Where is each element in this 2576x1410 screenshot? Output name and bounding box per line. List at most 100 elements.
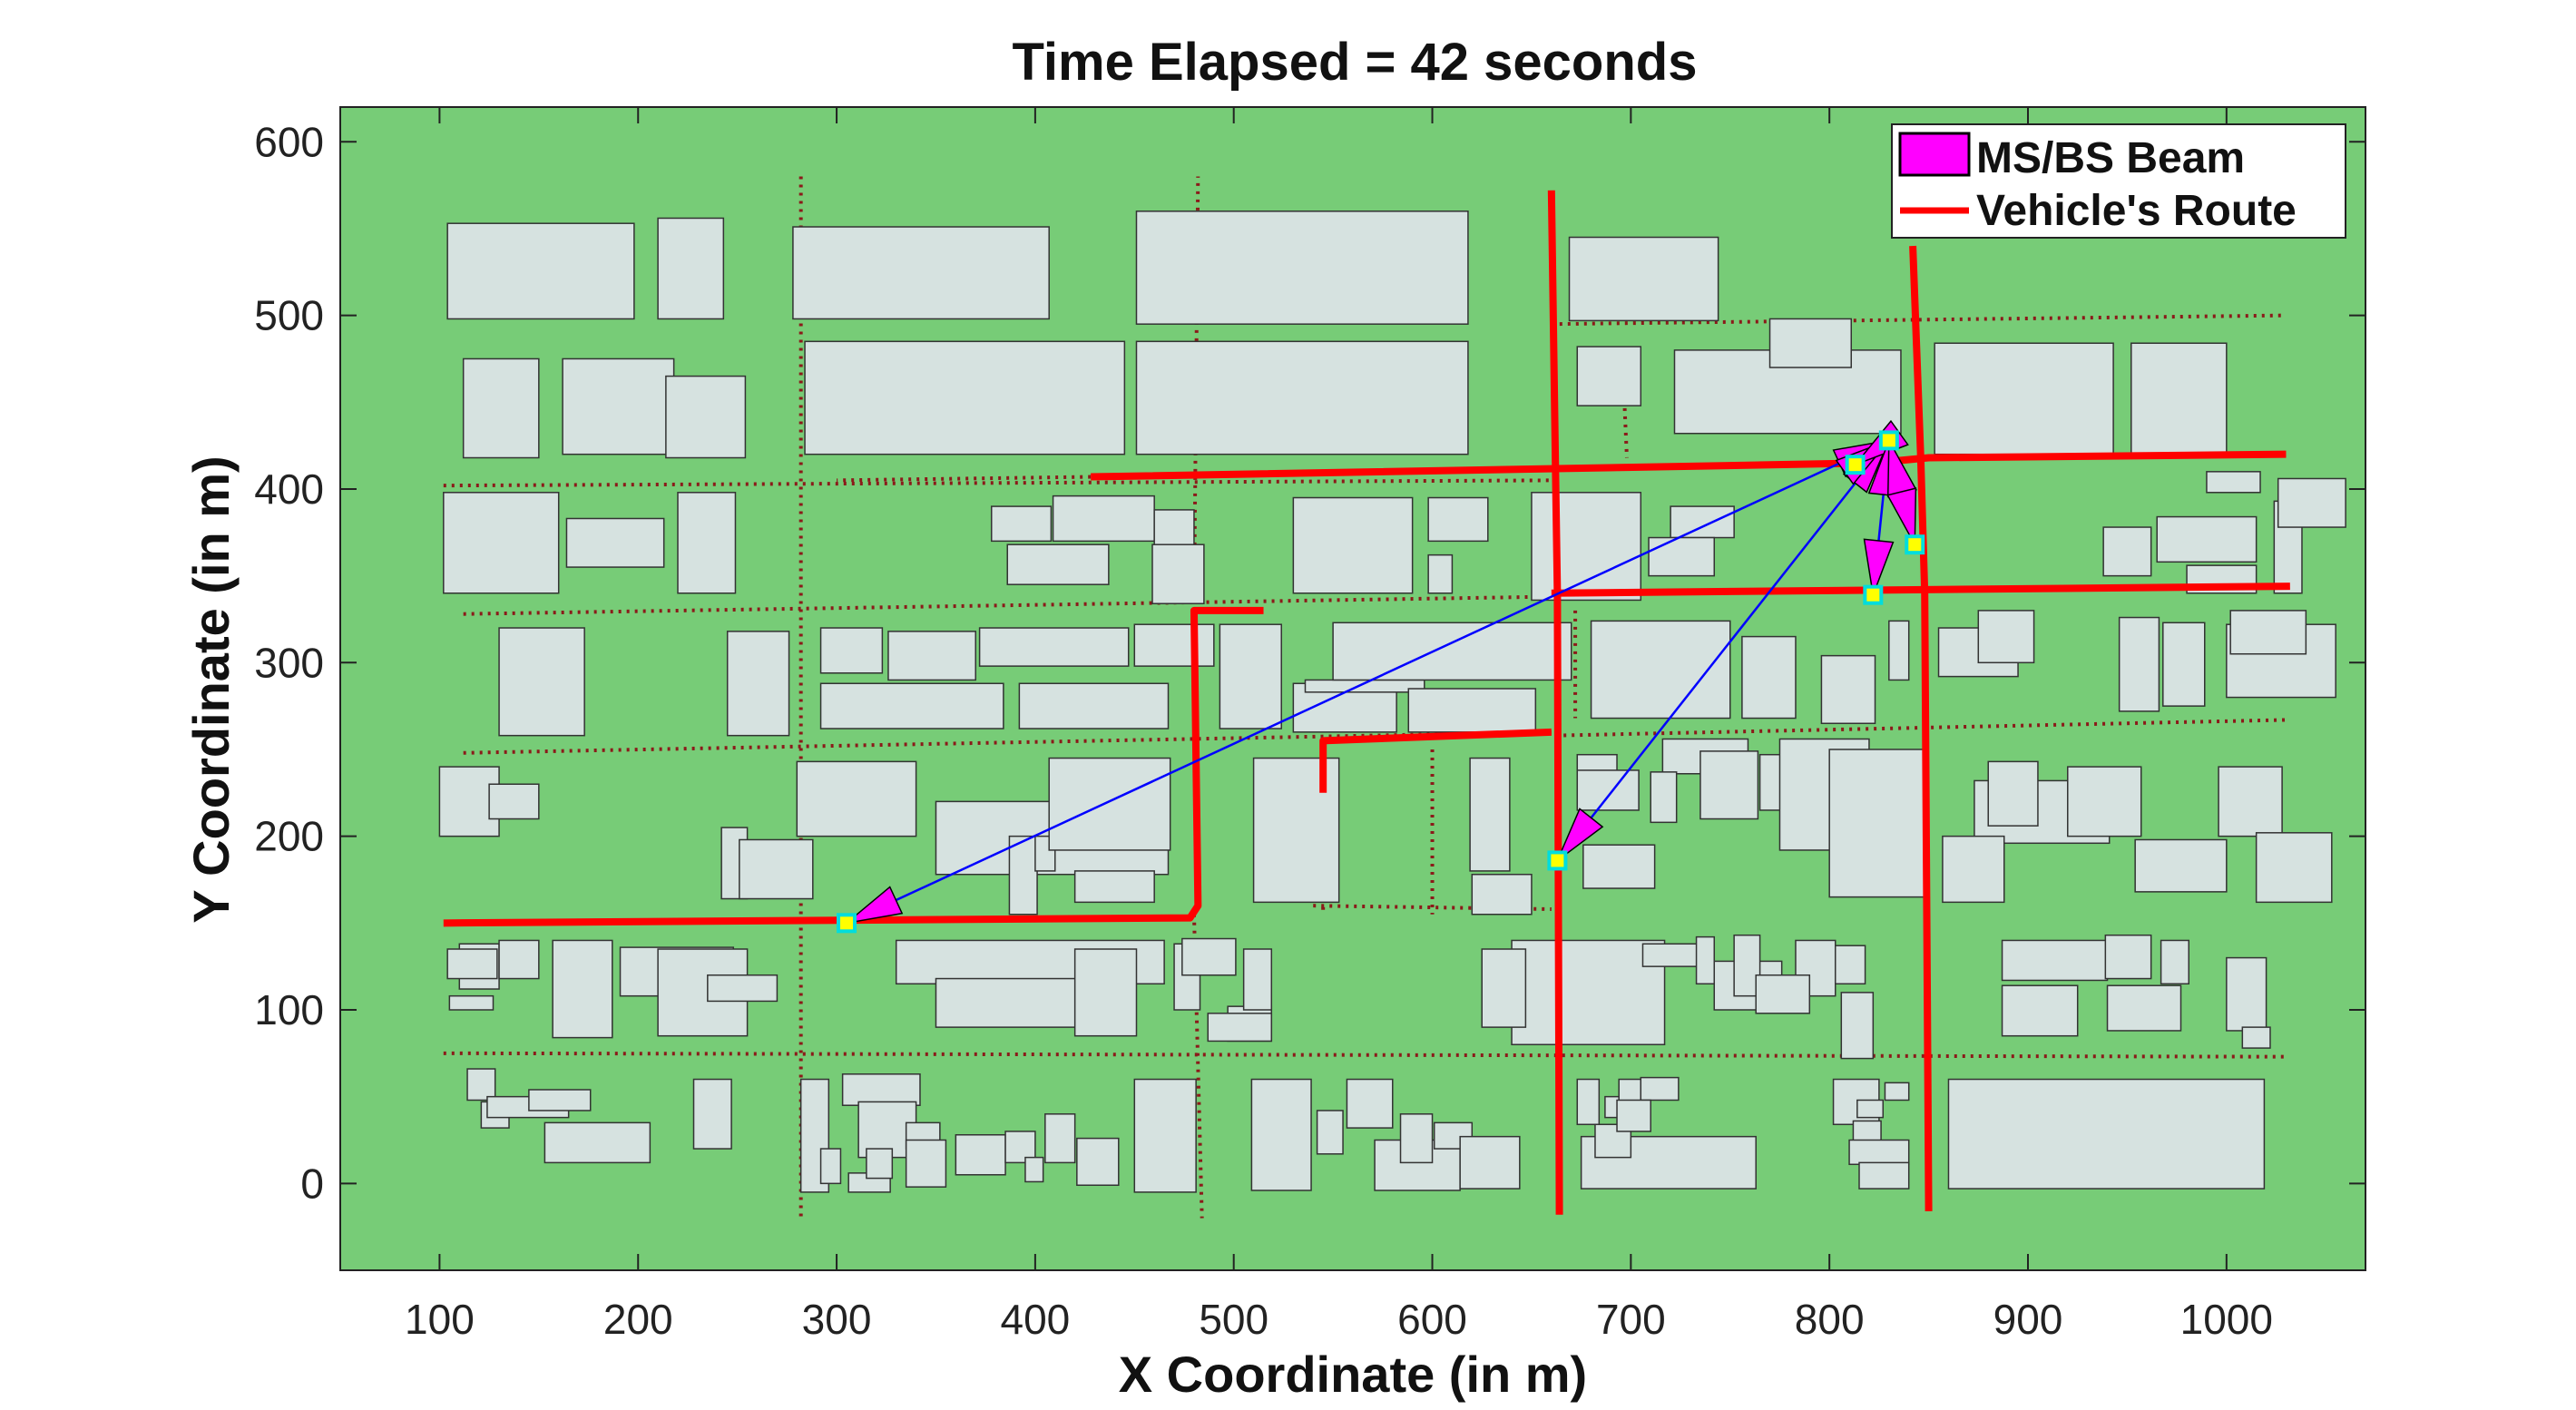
building xyxy=(448,994,495,1011)
building xyxy=(1640,1076,1680,1102)
building xyxy=(2206,471,2261,494)
building xyxy=(1427,553,1454,594)
building xyxy=(2226,956,2267,1032)
building xyxy=(1004,1131,1036,1164)
vehicle-route xyxy=(1909,245,1933,1211)
building xyxy=(887,631,976,681)
legend-beam-label: MS/BS Beam xyxy=(1976,134,2245,182)
building xyxy=(1407,688,1537,733)
building xyxy=(2277,477,2346,528)
mobile-station xyxy=(837,913,857,934)
building xyxy=(1073,948,1138,1037)
building xyxy=(819,682,1004,729)
dotted-road xyxy=(1621,367,1629,458)
vehicle-route xyxy=(1547,190,1563,1215)
mobile-station xyxy=(1547,850,1568,871)
building xyxy=(2162,622,2206,707)
mobile-station xyxy=(1905,534,1925,555)
building xyxy=(819,1148,842,1185)
building xyxy=(2156,515,2258,563)
building xyxy=(819,627,884,674)
building xyxy=(2241,1026,2271,1049)
building xyxy=(1018,682,1170,729)
building xyxy=(1531,492,1642,602)
building xyxy=(1511,939,1666,1046)
building xyxy=(528,1089,592,1111)
vehicle-route xyxy=(1319,728,1552,793)
y-tick-label: 500 xyxy=(254,292,324,339)
beam-link xyxy=(1556,439,1890,862)
building xyxy=(498,939,540,980)
building xyxy=(446,222,635,320)
building xyxy=(665,375,747,459)
building xyxy=(1242,948,1273,1011)
ms-beam xyxy=(1555,808,1604,863)
building xyxy=(1576,346,1642,406)
building xyxy=(1133,623,1215,667)
building xyxy=(1151,543,1205,604)
x-axis-ticks: 100 200 300 400 500 600 700 800 900 1000 xyxy=(405,107,2273,1343)
building xyxy=(1207,1013,1273,1043)
building xyxy=(1135,340,1469,455)
building xyxy=(1670,505,1735,539)
mobile-station xyxy=(1845,455,1866,475)
building xyxy=(677,492,737,594)
y-tick-label: 100 xyxy=(254,986,324,1033)
x-axis-label: X Coordinate (in m) xyxy=(1119,1346,1587,1403)
building xyxy=(1741,635,1797,720)
building xyxy=(935,977,1096,1028)
building xyxy=(2160,939,2189,985)
building xyxy=(1006,543,1110,585)
legend-route-label: Vehicle's Route xyxy=(1976,187,2297,235)
building xyxy=(1073,870,1155,904)
axes-box xyxy=(339,106,2366,1271)
building xyxy=(1576,753,1618,773)
building xyxy=(2255,832,2333,904)
building xyxy=(1858,1161,1910,1190)
vehicle-route xyxy=(1091,450,2287,481)
y-tick-label: 0 xyxy=(300,1160,324,1207)
building xyxy=(2218,766,2283,837)
building xyxy=(1768,318,1852,368)
building xyxy=(1135,211,1469,325)
x-tick-label: 200 xyxy=(603,1296,673,1343)
building xyxy=(1590,620,1731,720)
building xyxy=(1582,844,1656,889)
building xyxy=(841,1073,921,1106)
vehicle-route xyxy=(1551,583,2290,597)
ms-beam xyxy=(1886,487,1917,548)
building xyxy=(1650,771,1678,824)
building xyxy=(1346,1078,1394,1129)
building xyxy=(1820,654,1876,725)
building xyxy=(2067,766,2142,837)
building xyxy=(792,226,1050,320)
building xyxy=(1884,1082,1910,1102)
stations-layer xyxy=(837,430,1925,934)
building xyxy=(804,340,1126,455)
dotted-road xyxy=(837,475,1092,483)
building xyxy=(443,492,560,594)
building xyxy=(1044,1113,1076,1164)
y-tick-label: 300 xyxy=(254,639,324,686)
building xyxy=(562,357,675,455)
building xyxy=(978,627,1130,667)
building xyxy=(1052,494,1155,543)
building xyxy=(2134,838,2228,893)
building xyxy=(955,1134,1006,1176)
building xyxy=(1942,835,2005,904)
vehicle-routes-layer xyxy=(443,190,2290,1215)
building xyxy=(1840,992,1875,1060)
building xyxy=(1947,1078,2266,1190)
building xyxy=(1576,769,1640,811)
building xyxy=(1133,1078,1197,1193)
building xyxy=(1399,1113,1434,1164)
building xyxy=(1977,610,2035,664)
dotted-road xyxy=(443,1051,2287,1059)
building xyxy=(1987,760,2039,827)
building xyxy=(466,1068,496,1102)
building xyxy=(1576,1078,1601,1126)
building xyxy=(799,1078,830,1193)
y-tick-label: 200 xyxy=(254,813,324,860)
mobile-station xyxy=(1863,584,1884,605)
building xyxy=(1024,1156,1044,1183)
